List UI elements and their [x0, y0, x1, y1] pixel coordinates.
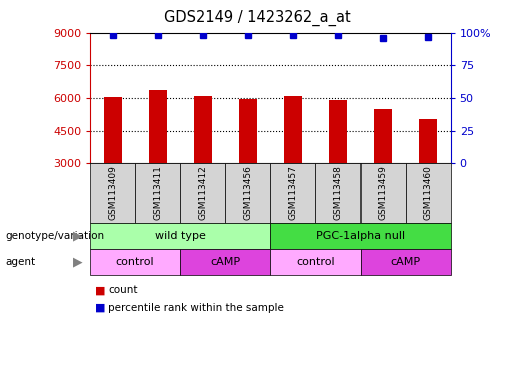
Text: GSM113456: GSM113456 — [244, 166, 252, 220]
Text: cAMP: cAMP — [210, 257, 241, 267]
Text: GSM113459: GSM113459 — [379, 166, 387, 220]
Text: control: control — [296, 257, 335, 267]
Bar — [374, 109, 392, 163]
Text: GSM113412: GSM113412 — [198, 166, 207, 220]
Text: control: control — [116, 257, 154, 267]
Text: percentile rank within the sample: percentile rank within the sample — [108, 303, 284, 313]
Text: genotype/variation: genotype/variation — [5, 231, 104, 241]
Bar — [104, 97, 122, 163]
Text: GSM113457: GSM113457 — [288, 166, 297, 220]
Text: wild type: wild type — [155, 231, 205, 241]
Bar — [284, 96, 302, 163]
Bar — [149, 90, 167, 163]
Text: PGC-1alpha null: PGC-1alpha null — [316, 231, 405, 241]
Text: ▶: ▶ — [73, 229, 82, 242]
Text: GSM113409: GSM113409 — [108, 166, 117, 220]
Text: GSM113458: GSM113458 — [334, 166, 342, 220]
Text: agent: agent — [5, 257, 35, 267]
Bar — [194, 96, 212, 163]
Text: ■: ■ — [95, 285, 106, 295]
Text: count: count — [108, 285, 138, 295]
Text: cAMP: cAMP — [390, 257, 421, 267]
Bar — [419, 119, 437, 163]
Text: ■: ■ — [95, 303, 106, 313]
Bar — [239, 99, 257, 163]
Text: ▶: ▶ — [73, 255, 82, 268]
Bar — [329, 100, 347, 163]
Text: GSM113411: GSM113411 — [153, 166, 162, 220]
Text: GDS2149 / 1423262_a_at: GDS2149 / 1423262_a_at — [164, 10, 351, 26]
Text: GSM113460: GSM113460 — [424, 166, 433, 220]
